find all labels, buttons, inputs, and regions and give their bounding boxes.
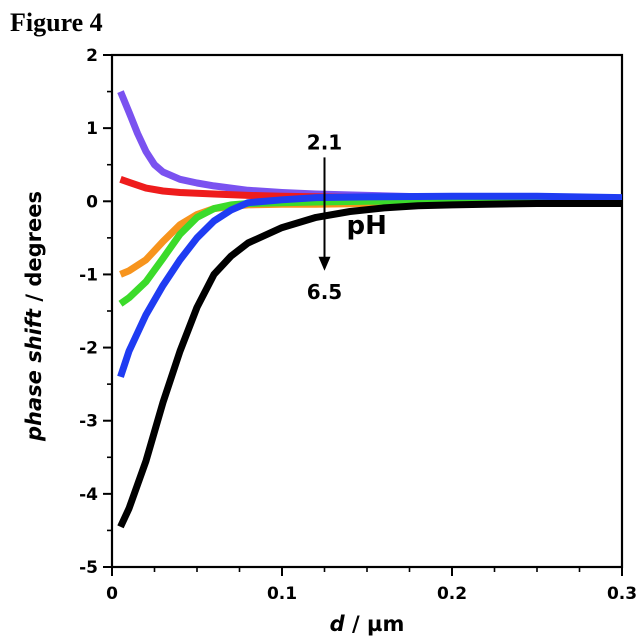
y-tick-label: -5 bbox=[79, 558, 98, 578]
ph-start-label: 2.1 bbox=[307, 130, 342, 154]
series-line-6 bbox=[117, 200, 622, 529]
series-line-1 bbox=[117, 90, 623, 203]
y-tick-label: 2 bbox=[86, 46, 98, 66]
y-tick-label: 0 bbox=[86, 192, 98, 212]
y-axis-title-quantity: phase shift bbox=[22, 308, 46, 442]
series-line-4 bbox=[118, 197, 622, 307]
y-axis-title: phase shift / degrees bbox=[22, 191, 46, 442]
y-tick-label: -3 bbox=[79, 412, 98, 432]
annotation-layer: 2.1 6.5 pH bbox=[307, 130, 387, 303]
x-tick-label: 0.2 bbox=[437, 584, 467, 604]
x-tick-label: 0 bbox=[106, 584, 118, 604]
y-tick-label: -1 bbox=[79, 265, 98, 285]
y-tick-label: 1 bbox=[86, 119, 98, 139]
figure-label: Figure 4 bbox=[10, 8, 103, 37]
series-line-5 bbox=[117, 192, 623, 378]
plot-frame bbox=[110, 53, 624, 569]
x-axis-title: d / µm bbox=[330, 612, 405, 636]
axis-layer: -5 -4 -3 -2 -1 0 1 2 0 0.1 0.2 0.3 bbox=[79, 46, 637, 604]
ph-end-label: 6.5 bbox=[307, 280, 342, 304]
y-axis-title-unit: / degrees bbox=[22, 191, 46, 309]
ph-arrow-head bbox=[318, 256, 331, 271]
plot-area bbox=[110, 53, 624, 569]
x-tick-label: 0.3 bbox=[607, 584, 637, 604]
x-axis-title-symbol: d bbox=[330, 612, 346, 636]
ph-label: pH bbox=[347, 211, 387, 241]
x-axis-title-unit: / µm bbox=[345, 612, 405, 636]
series-layer bbox=[117, 90, 623, 529]
x-tick-label: 0.1 bbox=[267, 584, 297, 604]
y-tick-label: -4 bbox=[79, 485, 98, 505]
y-tick-label: -2 bbox=[79, 339, 98, 359]
